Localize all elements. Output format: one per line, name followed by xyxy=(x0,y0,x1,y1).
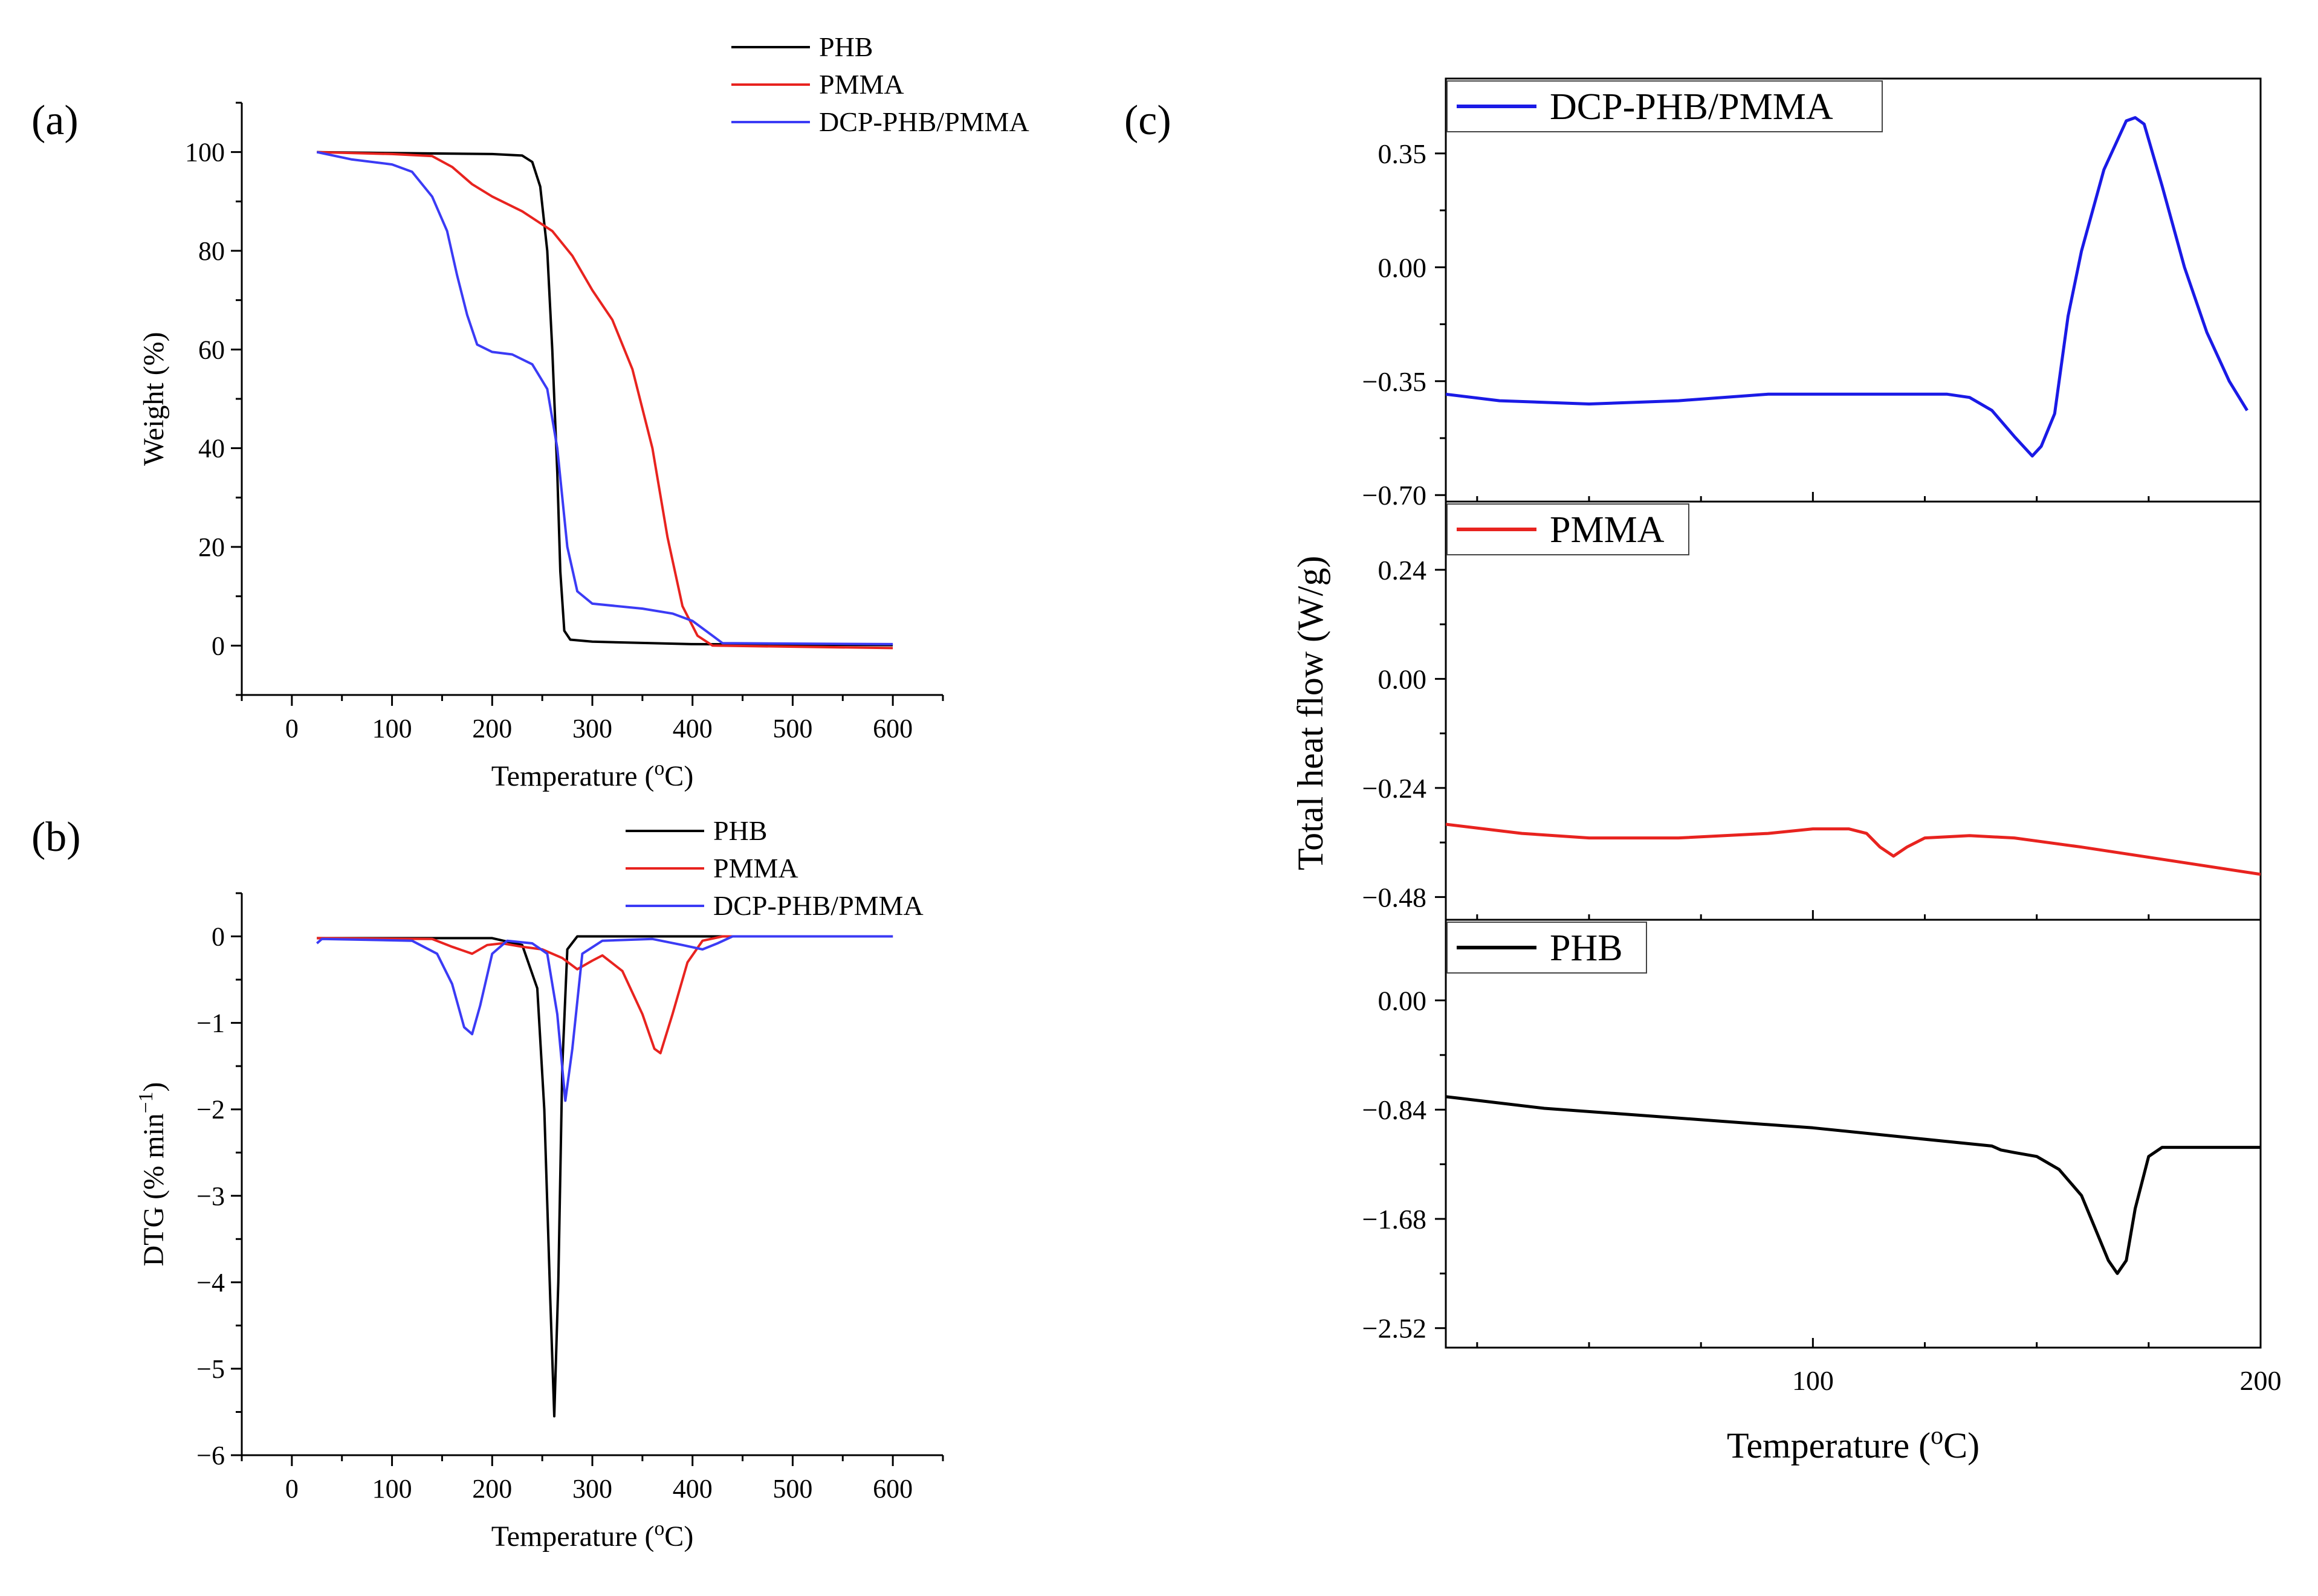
y-tick-label: −0.84 xyxy=(1362,1094,1426,1125)
series-line-pmma xyxy=(1446,822,2261,876)
legend-label: PHB xyxy=(819,31,873,62)
legend-label: DCP-PHB/PMMA xyxy=(713,890,924,921)
y-tick-label: −1.68 xyxy=(1362,1204,1426,1235)
y-tick-label: 100 xyxy=(185,138,225,167)
panel-a-tga-chart: 0 100 200 300 400 500 600 0 20 40 60 80 100 Temperatu… xyxy=(31,31,1029,792)
panel-b-dtg-chart: 0 100 200 300 400 500 600 0 −1 −2 −3 −4 −5 −6 Temperat… xyxy=(31,814,944,1553)
x-tick-label: 500 xyxy=(772,714,812,743)
legend-label: PHB xyxy=(1550,928,1623,969)
x-axis-label: Temperature (oC) xyxy=(1727,1422,1980,1465)
plot-frame xyxy=(1445,77,2262,1349)
x-tick-label: 0 xyxy=(285,714,299,743)
y-tick-label: 0.35 xyxy=(1378,138,1427,169)
panel-label: (b) xyxy=(31,814,81,861)
panel-label: (a) xyxy=(31,97,79,144)
y-tick-label: 80 xyxy=(198,236,225,266)
y-axis-label: DTG (% min−1) xyxy=(135,1082,170,1266)
y-tick-label: 40 xyxy=(198,434,225,464)
y-tick-label: 20 xyxy=(198,532,225,562)
y-tick-label: 0.00 xyxy=(1378,664,1427,694)
x-tick-label: 500 xyxy=(772,1474,812,1504)
series-line-pmma xyxy=(317,935,893,1055)
series-line-phb xyxy=(317,150,893,647)
x-tick-label: 200 xyxy=(472,1474,512,1504)
x-tick-label: 100 xyxy=(372,1474,412,1504)
x-tick-label: 400 xyxy=(673,1474,713,1504)
x-tick-label: 100 xyxy=(1792,1365,1834,1396)
x-tick-label: 600 xyxy=(873,1474,913,1504)
legend-label: PMMA xyxy=(819,69,904,100)
series-line-dcp-phb-pmma xyxy=(1446,116,2248,458)
y-tick-label: −4 xyxy=(196,1268,225,1297)
legend-label: PHB xyxy=(713,815,767,846)
y-tick-label: 0.24 xyxy=(1378,555,1427,586)
legend-label: PMMA xyxy=(1550,509,1665,551)
y-tick-label: −3 xyxy=(196,1181,225,1211)
y-tick-label: −0.24 xyxy=(1362,773,1426,804)
legend-label: DCP-PHB/PMMA xyxy=(1550,86,1833,128)
y-tick-label: 0 xyxy=(212,631,225,661)
x-tick-label: 600 xyxy=(873,714,913,743)
x-tick-label: 400 xyxy=(673,714,713,743)
x-axis-label: Temperature (oC) xyxy=(491,757,694,793)
panel-c-dsc-chart: 0.35 0.00 −0.35 −0.70 DCP-PHB/PMMA 0.24 0.00 −0… xyxy=(1124,77,2282,1465)
y-tick-label: 0 xyxy=(212,922,225,952)
x-tick-label: 100 xyxy=(372,714,412,743)
y-tick-label: −0.70 xyxy=(1362,480,1426,511)
y-tick-label: −1 xyxy=(196,1009,225,1038)
y-axis-label: Total heat flow (W/g) xyxy=(1290,556,1330,871)
y-tick-label: −0.48 xyxy=(1362,882,1426,913)
y-tick-label: −6 xyxy=(196,1441,225,1470)
x-tick-label: 200 xyxy=(472,714,512,743)
x-axis-label: Temperature (oC) xyxy=(491,1517,694,1553)
x-tick-label: 0 xyxy=(285,1474,299,1504)
panel-label: (c) xyxy=(1124,97,1171,144)
series-line-phb xyxy=(317,935,893,1418)
y-tick-label: −0.35 xyxy=(1362,366,1426,397)
y-tick-label: −2 xyxy=(196,1095,225,1125)
x-tick-label: 300 xyxy=(572,714,612,743)
x-tick-label: 300 xyxy=(572,1474,612,1504)
legend-label: DCP-PHB/PMMA xyxy=(819,106,1029,137)
legend-label: PMMA xyxy=(713,853,798,884)
series-line-pmma xyxy=(317,150,893,650)
series-line-dcp-phb-pmma xyxy=(316,150,893,645)
series-line-dcp-phb-pmma xyxy=(316,935,893,1102)
series-line-phb xyxy=(1446,1095,2261,1275)
x-tick-label: 200 xyxy=(2240,1365,2282,1396)
y-tick-label: −5 xyxy=(196,1354,225,1384)
y-tick-label: 60 xyxy=(198,335,225,364)
y-tick-label: 0.00 xyxy=(1378,985,1427,1016)
y-tick-label: −2.52 xyxy=(1362,1313,1426,1344)
y-axis-label: Weight (%) xyxy=(138,332,170,465)
y-tick-label: 0.00 xyxy=(1378,252,1427,283)
